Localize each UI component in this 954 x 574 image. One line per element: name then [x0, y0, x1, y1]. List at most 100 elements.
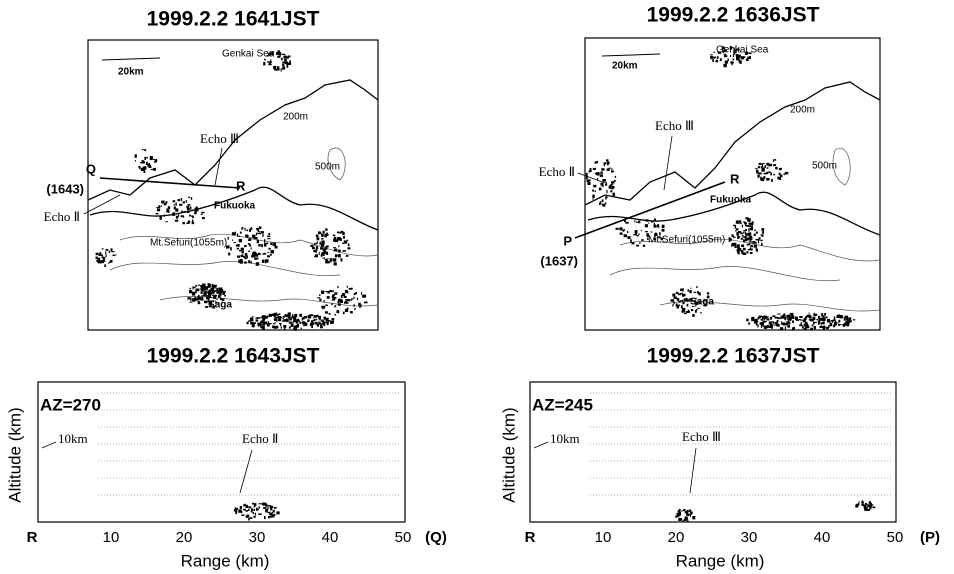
- echo-speckle: [736, 232, 739, 236]
- echo-speckle: [248, 506, 252, 509]
- echo-speckle: [343, 235, 346, 239]
- echo-speckle: [692, 314, 695, 317]
- sea-label: Genkai Sea: [716, 45, 769, 56]
- contour-200: [89, 186, 379, 231]
- echo-speckle: [248, 517, 250, 521]
- echo-speckle: [613, 180, 617, 182]
- echo-speckle: [784, 316, 787, 321]
- echo-speckle: [333, 239, 336, 242]
- echo-speckle: [330, 321, 334, 324]
- echo-speckle: [290, 324, 294, 327]
- x-tick-label: 10: [103, 529, 120, 546]
- echo-speckle: [312, 317, 315, 319]
- echo-speckle: [773, 164, 777, 167]
- echo-speckle: [838, 319, 841, 323]
- echo-speckle: [833, 324, 836, 328]
- echo-speckle: [322, 257, 326, 259]
- echo-speckle: [173, 212, 175, 214]
- echo-speckle: [288, 321, 292, 324]
- echo-speckle: [207, 293, 211, 295]
- echo-speckle: [245, 515, 249, 518]
- echo-speckle: [816, 319, 819, 321]
- echo-speckle: [252, 234, 256, 238]
- echo-label: Echo Ⅱ: [539, 164, 575, 179]
- echo-speckle: [248, 250, 250, 252]
- echo-speckle: [773, 173, 776, 176]
- echo-speckle: [782, 323, 785, 326]
- echo-speckle: [261, 231, 264, 234]
- echo-speckle: [648, 222, 650, 224]
- echo-speckle: [220, 291, 223, 293]
- echo-speckle: [364, 301, 368, 304]
- echo-speckle: [712, 59, 714, 62]
- echo-speckle: [250, 261, 253, 264]
- echo-speckle: [144, 157, 146, 160]
- echo-speckle: [340, 258, 343, 262]
- echo-speckle: [262, 326, 265, 330]
- echo-speckle: [337, 298, 342, 301]
- echo-speckle: [638, 220, 641, 224]
- echo-speckle: [763, 318, 765, 321]
- echo-speckle: [735, 54, 739, 56]
- echo-speckle: [276, 320, 278, 323]
- echo-speckle: [111, 251, 115, 253]
- echo-speckle: [104, 264, 107, 267]
- echo-speckle: [319, 241, 321, 245]
- echo-speckle: [681, 293, 685, 297]
- echo-speckle: [277, 317, 282, 322]
- contour-label: 200m: [790, 105, 815, 116]
- echo-speckle: [747, 249, 751, 251]
- contour-label: 500m: [812, 161, 837, 172]
- echo-speckle: [756, 322, 758, 326]
- echo-speckle: [863, 504, 866, 507]
- echo-speckle: [156, 208, 161, 212]
- echo-speckle: [673, 296, 677, 299]
- echo-speckle: [792, 320, 795, 323]
- echo-speckle: [235, 507, 239, 510]
- echo-speckle: [207, 290, 209, 294]
- echo-speckle: [315, 248, 318, 252]
- echo-speckle: [187, 220, 191, 224]
- echo-speckle: [154, 161, 157, 163]
- echo-speckle: [250, 508, 254, 511]
- echo-speckle: [248, 320, 251, 322]
- echo-speckle: [186, 211, 190, 214]
- echo-speckle: [657, 224, 660, 227]
- section-frame: [37, 381, 406, 523]
- echo-speckle: [806, 315, 810, 318]
- echo-speckle: [681, 299, 684, 302]
- echo-speckle: [244, 245, 247, 248]
- echo-speckle: [755, 247, 758, 251]
- echo-speckle: [113, 254, 117, 256]
- echo-speckle: [238, 238, 242, 243]
- echo-speckle: [745, 229, 747, 231]
- echo-speckle: [264, 240, 266, 244]
- echo-speckle: [143, 167, 147, 170]
- echo-speckle: [331, 295, 335, 299]
- echo-speckle: [163, 214, 165, 217]
- echo-speckle: [356, 297, 359, 301]
- echo-speckle: [640, 229, 642, 232]
- echo-speckle: [728, 239, 731, 242]
- echo-speckle: [277, 50, 280, 54]
- echo-speckle: [653, 222, 655, 226]
- echo-speckle: [149, 166, 152, 168]
- echo-speckle: [312, 319, 316, 322]
- echo-speckle: [319, 298, 322, 302]
- echo-speckle: [338, 249, 341, 253]
- echo-speckle: [661, 224, 665, 229]
- echo-speckle: [690, 512, 693, 515]
- echo-speckle: [270, 505, 273, 509]
- echo-speckle: [173, 204, 175, 206]
- echo-speckle: [866, 509, 870, 511]
- echo-speckle: [741, 235, 744, 237]
- echo-speckle: [789, 317, 792, 321]
- echo-speckle: [268, 313, 272, 317]
- echo-speckle: [247, 243, 251, 245]
- echo-speckle: [289, 60, 291, 64]
- echo-speckle: [189, 287, 192, 290]
- echo-speckle: [588, 183, 591, 185]
- echo-speckle: [682, 307, 686, 311]
- section: AZ=270 10km Echo Ⅱ Altitude (km) Range (…: [5, 381, 447, 570]
- echo-speckle: [638, 233, 640, 235]
